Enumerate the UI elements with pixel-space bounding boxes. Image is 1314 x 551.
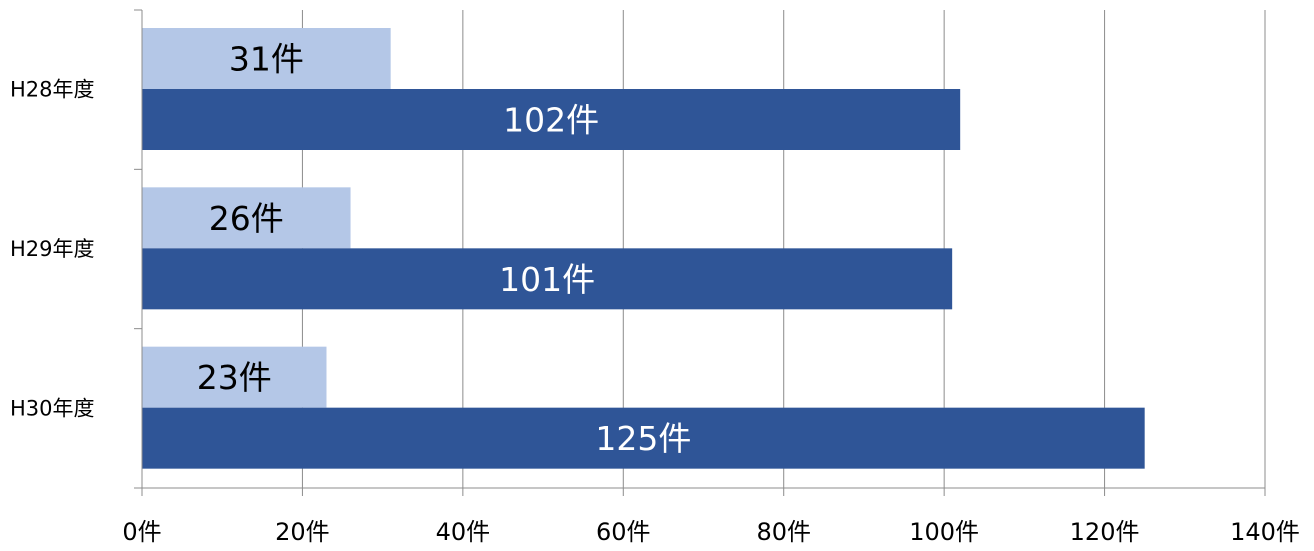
data-label: 31件 <box>229 40 304 79</box>
data-label: 23件 <box>197 358 272 397</box>
bar <box>142 346 327 408</box>
axes <box>134 9 1266 496</box>
x-tick-label: 40件 <box>436 518 491 546</box>
bar <box>142 187 351 249</box>
bar <box>142 248 953 310</box>
x-tick-label: 20件 <box>275 518 330 546</box>
labels: 0件 20件 40件 60件 80件 100件 120件 140件 H28年度 31件 102件 H2… <box>10 40 1300 547</box>
category-label: H30年度 <box>10 396 95 420</box>
data-label: 26件 <box>209 199 284 238</box>
x-tick-label: 100件 <box>909 518 979 546</box>
x-tick-label: 60件 <box>596 518 651 546</box>
category-label: H29年度 <box>10 237 95 261</box>
x-tick-label: 120件 <box>1070 518 1140 546</box>
x-tick-label: 0件 <box>122 518 161 546</box>
bar <box>142 89 961 150</box>
bars <box>142 28 1145 469</box>
data-label: 102件 <box>503 101 599 140</box>
x-tick-label: 80件 <box>756 518 811 546</box>
bar <box>142 407 1145 469</box>
x-tick-label: 140件 <box>1230 518 1300 546</box>
category-label: H28年度 <box>10 78 95 102</box>
data-label: 101件 <box>499 260 595 299</box>
data-label: 125件 <box>595 419 691 458</box>
bar <box>142 28 391 89</box>
